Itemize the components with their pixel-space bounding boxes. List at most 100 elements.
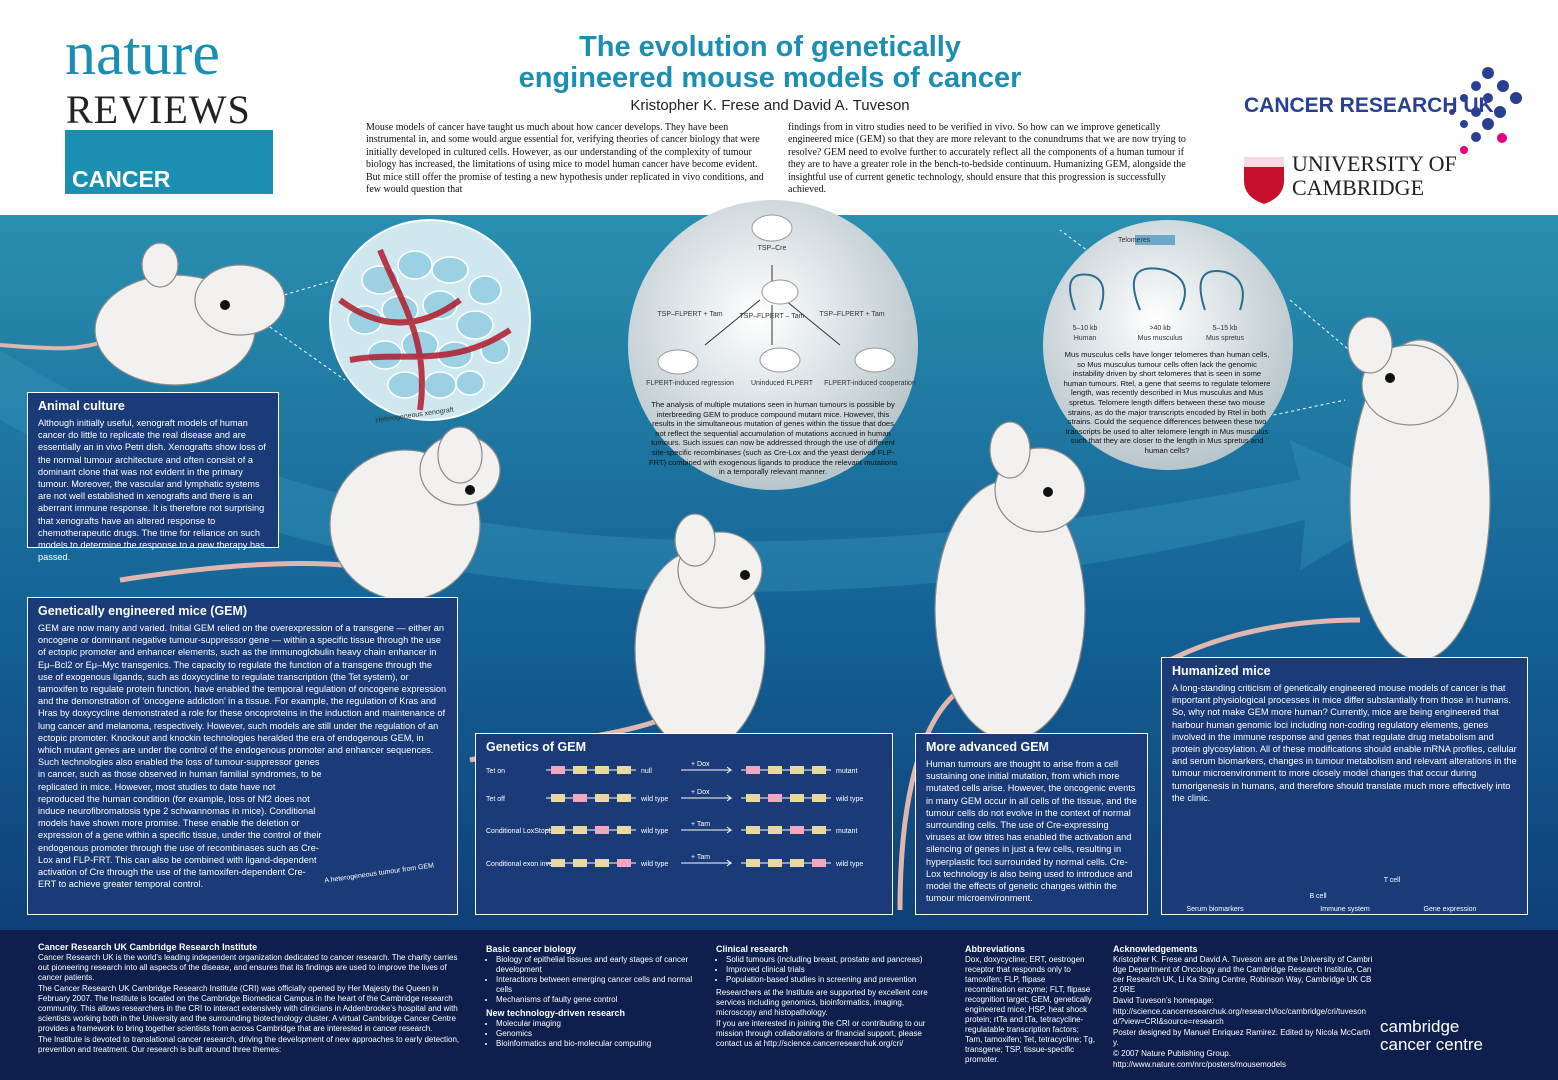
gene-box	[768, 794, 782, 802]
title-line: The evolution of genetically	[579, 31, 961, 63]
themes-column: Basic cancer biologyBiology of epithelia…	[486, 944, 696, 1052]
panel-body: Although initially useful, xenograft mod…	[38, 418, 266, 563]
diagram-label: Uninduced FLPERT	[751, 380, 814, 387]
gene-box	[812, 826, 826, 834]
cri-column: Cancer Research UK Cambridge Research In…	[38, 942, 468, 1056]
gene-box	[595, 766, 609, 774]
gene-box	[768, 826, 782, 834]
abbreviations-column: Abbreviations Dox, doxycycline; ERT, oes…	[965, 944, 1095, 1066]
panel-body: Such technologies also enabled the loss …	[38, 757, 322, 890]
outcome-label: mutant	[836, 768, 857, 775]
arrow	[681, 859, 733, 867]
footer-item: Population-based studies in screening an…	[726, 975, 946, 985]
diagram-label: Human	[1074, 335, 1097, 342]
diagram-label: TSP–FLPERT – Tam	[740, 313, 805, 320]
gene-box	[746, 766, 760, 774]
gene-box	[595, 826, 609, 834]
footer-list: Molecular imagingGenomicsBioinformatics …	[486, 1019, 696, 1049]
diagram-label: Mus musculus	[1138, 335, 1183, 342]
acknowledgements-column: Acknowledgements Kristopher K. Frese and…	[1113, 944, 1373, 1071]
footer-heading: Abbreviations	[965, 944, 1026, 954]
diagram-label: TSP–Cre	[758, 245, 787, 252]
panel-title: Genetically engineered mice (GEM)	[38, 604, 248, 618]
telomere-caption: Mus musculus cells have longer telomeres…	[1063, 350, 1271, 455]
footer-item: Improved clinical trials	[726, 965, 946, 975]
row-label: Conditional exon inverter	[486, 861, 564, 868]
gene-box	[790, 826, 804, 834]
footer-heading: Clinical research	[716, 944, 789, 954]
footer-heading: Acknowledgements	[1113, 944, 1198, 954]
intro-text: findings from in vitro studies need to b…	[788, 122, 1186, 196]
clinical-column: Clinical researchSolid tumours (includin…	[716, 944, 946, 1050]
cambridge-line: UNIVERSITY OF	[1292, 151, 1457, 176]
panel-title: Genetics of GEM	[486, 740, 587, 754]
outcome-label: wild type	[640, 796, 668, 803]
genetics-diagram: Tet on null mutant + Dox Tet off wild type wil…	[486, 761, 863, 868]
footer-text: Dox, doxycycline; ERT, oestrogen recepto…	[965, 955, 1095, 1064]
panel-body: GEM are now many and varied. Initial GEM…	[38, 623, 447, 756]
footer-list: Solid tumours (including breast, prostat…	[716, 955, 946, 985]
gene-box	[812, 859, 826, 867]
title-line: engineered mouse models of cancer	[518, 62, 1022, 94]
gene-box	[746, 794, 760, 802]
gene-box	[551, 794, 565, 802]
footer-item: Molecular imaging	[496, 1019, 696, 1029]
diagram-label: TSP–FLPERT + Tam	[657, 311, 722, 318]
footer-text: David Tuveson’s homepage:	[1113, 996, 1214, 1005]
diagram-label: FLPERT-induced regression	[646, 380, 734, 387]
gene-box	[812, 766, 826, 774]
panel-title: Humanized mice	[1172, 664, 1271, 678]
figure-label: A heterogeneous tumour from GEM	[324, 862, 435, 885]
footer-item: Genomics	[496, 1029, 696, 1039]
logo-nature: nature	[65, 20, 220, 88]
footer-item: Bioinformatics and bio-molecular computi…	[496, 1039, 696, 1049]
authors: Kristopher K. Frese and David A. Tuveson	[630, 97, 910, 114]
footer-text: © 2007 Nature Publishing Group.	[1113, 1049, 1231, 1058]
ligand-label: + Tam	[691, 854, 710, 861]
gene-box	[790, 766, 804, 774]
genetics-panel: Genetics of GEM Tet on null mutant + Dox Tet…	[475, 733, 893, 915]
footer-item: Biology of epithelial tissues and early …	[496, 955, 696, 975]
gene-box	[617, 794, 631, 802]
outcome-label: wild type	[640, 828, 668, 835]
gene-box	[573, 794, 587, 802]
footer-text: Researchers at the Institute are support…	[716, 988, 928, 1017]
panel-title: More advanced GEM	[926, 740, 1049, 754]
gene-box	[595, 859, 609, 867]
intro-text: Mouse models of cancer have taught us mu…	[366, 122, 764, 196]
humanized-panel: Humanized mice A long-standing criticism…	[1161, 657, 1528, 915]
footer-heading: Basic cancer biology	[486, 944, 577, 954]
arrow	[681, 826, 733, 834]
cambridge-line: CAMBRIDGE	[1292, 175, 1425, 200]
panel-body: A long-standing criticism of genetically…	[1172, 683, 1517, 803]
gene-box	[551, 766, 565, 774]
row-label: Conditional LoxStopLox	[486, 828, 560, 835]
ccc-line: cambridge	[1380, 1017, 1460, 1036]
gene-box	[551, 826, 565, 834]
gene-box	[768, 766, 782, 774]
footer-list: Biology of epithelial tissues and early …	[486, 955, 696, 1005]
animal-culture-panel: Animal culture Although initially useful…	[27, 392, 279, 562]
footer-heading: Cancer Research UK Cambridge Research In…	[38, 942, 258, 952]
outcome-label: wild type	[835, 796, 863, 803]
footer-text: Poster designed by Manuel Enriquez Ramir…	[1113, 1028, 1371, 1047]
gene-box	[617, 826, 631, 834]
footer-item: Solid tumours (including breast, prostat…	[726, 955, 946, 965]
gene-box	[790, 794, 804, 802]
outcome-label: wild type	[835, 861, 863, 868]
gene-box	[768, 859, 782, 867]
logo-cancer: CANCER	[72, 166, 171, 192]
gene-box	[790, 859, 804, 867]
outcome-label: null	[641, 768, 652, 775]
center-caption: The analysis of multiple mutations seen …	[648, 400, 898, 477]
gene-box	[746, 859, 760, 867]
diagram-label: Mus spretus	[1206, 335, 1245, 342]
gem-panel: Genetically engineered mice (GEM) GEM ar…	[27, 597, 458, 915]
footer-text: The Institute is devoted to translationa…	[38, 1035, 460, 1054]
gene-box	[812, 794, 826, 802]
footer-item: Mechanisms of faulty gene control	[496, 995, 696, 1005]
arrow	[681, 766, 733, 774]
gene-box	[617, 859, 631, 867]
gene-box	[595, 794, 609, 802]
footer-text: http://science.cancerresearchuk.org/rese…	[1113, 1007, 1367, 1026]
